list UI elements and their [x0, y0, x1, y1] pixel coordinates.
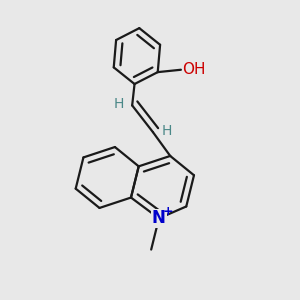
Text: +: +: [163, 205, 173, 218]
Text: N: N: [152, 209, 166, 227]
Text: H: H: [161, 124, 172, 138]
Text: H: H: [114, 97, 124, 111]
Text: OH: OH: [182, 62, 206, 77]
